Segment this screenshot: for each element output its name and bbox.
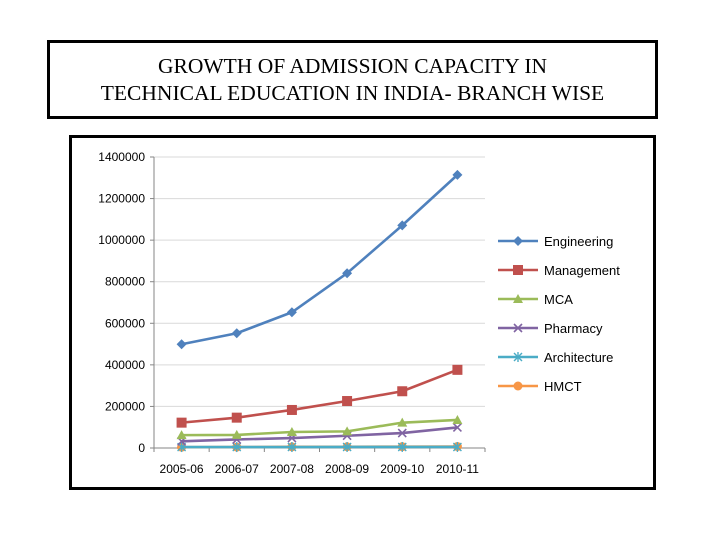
- data-point-management: [452, 364, 463, 375]
- legend-item-pharmacy: Pharmacy: [498, 321, 603, 336]
- series-mca: [176, 414, 463, 440]
- data-point-pharmacy: [452, 422, 462, 432]
- data-point-engineering: [397, 220, 408, 231]
- legend-label: Management: [544, 263, 620, 278]
- legend-marker-management: [513, 265, 523, 275]
- legend-marker-mca: [513, 294, 523, 303]
- y-tick-label: 1200000: [98, 192, 145, 206]
- legend-label: HMCT: [544, 379, 582, 394]
- legend-item-mca: MCA: [498, 292, 573, 307]
- x-tick-label: 2009-10: [380, 462, 424, 476]
- x-tick-label: 2005-06: [160, 462, 204, 476]
- data-point-pharmacy: [397, 428, 407, 438]
- data-point-engineering: [231, 328, 242, 339]
- x-tick-label: 2006-07: [215, 462, 259, 476]
- x-tick-label: 2007-08: [270, 462, 314, 476]
- legend-label: Engineering: [544, 234, 613, 249]
- marker-stroke: [397, 428, 407, 438]
- chart-canvas: 0 200000 400000 600000 800000 1000000 1200000 1…: [98, 150, 620, 476]
- series-management: [176, 364, 463, 428]
- data-point-mca: [286, 426, 297, 436]
- data-point-architecture: [287, 442, 297, 453]
- legend-label: Pharmacy: [544, 321, 603, 336]
- data-point-management: [286, 404, 297, 415]
- x-tick-label: 2008-09: [325, 462, 369, 476]
- data-point-mca: [452, 414, 463, 424]
- y-tick-label: 1000000: [98, 233, 145, 247]
- data-point-mca: [342, 426, 353, 436]
- data-point-architecture: [342, 441, 352, 452]
- series-line-pharmacy: [181, 426, 458, 443]
- legend-item-management: Management: [498, 263, 620, 278]
- slide-title-line-2: TECHNICAL EDUCATION IN INDIA- BRANCH WIS…: [100, 80, 605, 105]
- legend-marker-hmct: [513, 381, 523, 391]
- y-tick-label: 400000: [105, 358, 145, 372]
- y-tick-label: 1400000: [98, 150, 145, 164]
- y-tick-label: 600000: [105, 316, 145, 330]
- series-engineering: [176, 169, 463, 350]
- marker-stroke: [513, 323, 523, 333]
- data-point-management: [342, 396, 353, 407]
- marker-stroke: [452, 422, 462, 432]
- legend-label: Architecture: [544, 350, 613, 365]
- legend-marker-engineering: [513, 236, 523, 246]
- slide-title-box: GROWTH OF ADMISSION CAPACITY IN TECHNICA…: [47, 40, 658, 119]
- legend-item-engineering: Engineering: [498, 234, 613, 249]
- data-point-mca: [176, 430, 187, 440]
- data-point-engineering: [176, 339, 187, 350]
- data-point-mca: [397, 417, 408, 427]
- y-tick-label: 0: [138, 441, 145, 455]
- legend-marker-architecture: [513, 352, 523, 362]
- series-line-management: [181, 368, 458, 424]
- data-point-architecture: [452, 441, 462, 452]
- legend-item-architecture: Architecture: [498, 350, 613, 365]
- data-point-engineering: [342, 268, 353, 279]
- y-tick-label: 200000: [105, 399, 145, 413]
- series-line-mca: [181, 418, 458, 437]
- data-point-engineering: [286, 307, 297, 318]
- data-point-mca: [231, 429, 242, 439]
- legend-item-hmct: HMCT: [498, 379, 582, 394]
- slide-title-line-1: GROWTH OF ADMISSION CAPACITY IN: [157, 53, 548, 78]
- legend-marker-pharmacy: [513, 323, 523, 333]
- data-point-management: [231, 412, 242, 423]
- data-point-management: [176, 417, 187, 428]
- data-point-management: [397, 386, 408, 397]
- y-tick-label: 800000: [105, 275, 145, 289]
- legend-label: MCA: [544, 292, 573, 307]
- series-line-engineering: [181, 173, 459, 346]
- data-point-architecture: [397, 441, 407, 452]
- line-chart: 0 200000 400000 600000 800000 1000000 1200000 1…: [69, 135, 656, 490]
- x-tick-label: 2010-11: [436, 462, 479, 476]
- data-point-architecture: [232, 442, 242, 453]
- data-point-engineering: [452, 169, 463, 180]
